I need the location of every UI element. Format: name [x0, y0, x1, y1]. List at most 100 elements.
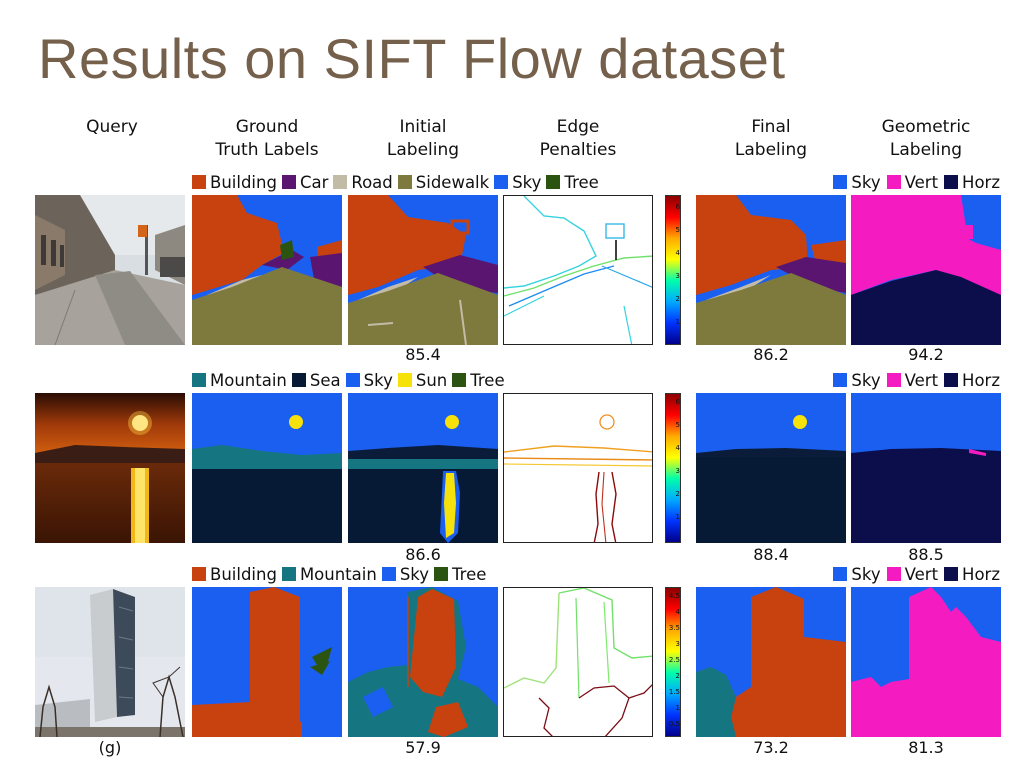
- column-header-ground-truth: Ground Truth Labels: [192, 116, 342, 162]
- column-header-final-line1: Final: [751, 117, 791, 137]
- row1-ground-truth-labels: [192, 195, 342, 345]
- row3-query-image: [35, 587, 185, 737]
- legend-label: Horz: [962, 564, 1000, 584]
- legend-swatch: [833, 567, 848, 581]
- legend-label: Road: [351, 172, 393, 192]
- legend-label: Sky: [363, 370, 393, 390]
- colorbar-tick: 2.5: [668, 656, 680, 664]
- legend-label: Sun: [415, 370, 448, 390]
- legend-label: Sky: [851, 370, 881, 390]
- column-header-edge: Edge Penalties: [503, 116, 653, 162]
- legend-item-sky: Sky: [345, 370, 393, 390]
- edge-penalty-map: [504, 588, 652, 736]
- row1-initial-score: 85.4: [405, 345, 441, 364]
- legend-swatch: [886, 373, 901, 387]
- initial-labeling-segmentation: [348, 587, 498, 737]
- row1-geometric-labeling: [851, 195, 1001, 345]
- legend-swatch: [192, 373, 206, 387]
- legend-label: Vert: [904, 370, 939, 390]
- legend-label: Sky: [851, 172, 881, 192]
- colorbar-tick: 1: [675, 704, 680, 712]
- colorbar-tick: 4: [675, 249, 680, 257]
- legend-label: Sky: [399, 564, 430, 584]
- legend-item-horz: Horz: [944, 565, 1000, 584]
- legend-item-sidewalk: Sidewalk: [397, 172, 490, 192]
- final-labeling-segmentation: [696, 195, 846, 345]
- column-header-final-line2: Labeling: [734, 140, 808, 160]
- legend-label: Mountain: [210, 370, 287, 390]
- row1-semantic-legend: Building Car Road Sidewalk Sky Tree: [192, 171, 604, 193]
- legend-swatch: [291, 373, 306, 387]
- colorbar-tick: 5: [675, 421, 680, 429]
- row3-initial-score: 57.9: [405, 738, 441, 757]
- legend-swatch: [452, 373, 467, 387]
- row2-initial-labeling: [348, 393, 498, 543]
- legend-label: Horz: [962, 370, 1000, 390]
- ground-truth-segmentation: [192, 393, 342, 543]
- legend-item-sky: Sky: [494, 173, 541, 192]
- legend-swatch: [833, 175, 848, 189]
- row1-geometric-legend: Sky Vert Horz: [827, 171, 1000, 193]
- row2-geometric-score: 88.5: [908, 545, 944, 564]
- initial-labeling-segmentation: [348, 195, 498, 345]
- edge-penalty-map: [504, 196, 652, 344]
- legend-swatch: [281, 567, 296, 581]
- legend-swatch: [192, 567, 206, 581]
- row2-final-score: 88.4: [753, 545, 789, 564]
- initial-labeling-segmentation: [348, 393, 498, 543]
- row3-geometric-legend: Sky Vert Horz: [827, 563, 1000, 585]
- skyscraper-photo-illustration: [35, 587, 185, 737]
- colorbar-tick: 2: [675, 295, 680, 303]
- row1-geometric-score: 94.2: [908, 345, 944, 364]
- legend-label: Mountain: [299, 564, 377, 584]
- column-header-final: Final Labeling: [696, 116, 846, 162]
- legend-swatch: [192, 175, 206, 189]
- legend-item-sun: Sun: [397, 370, 448, 390]
- colorbar-gradient: [666, 588, 680, 736]
- legend-item-sky: Sky: [381, 564, 430, 584]
- legend-item-horz: Horz: [944, 173, 1000, 192]
- colorbar-tick: 4.5: [668, 592, 680, 600]
- legend-item-sky: Sky: [833, 565, 881, 584]
- legend-item-mountain: Mountain: [192, 371, 287, 390]
- colorbar-tick: 3: [675, 272, 680, 280]
- legend-swatch: [944, 373, 959, 387]
- row1-final-score: 86.2: [753, 345, 789, 364]
- colorbar-tick: 4: [675, 608, 680, 616]
- legend-label: Building: [210, 564, 277, 584]
- legend-item-car: Car: [281, 173, 328, 192]
- legend-label: Tree: [470, 370, 505, 390]
- colorbar-tick: 4: [675, 444, 680, 452]
- geometric-labeling-segmentation: [851, 393, 1001, 543]
- legend-label: Building: [210, 172, 277, 192]
- row2-geometric-labeling: [851, 393, 1001, 543]
- column-header-query: Query: [37, 116, 187, 139]
- column-header-query-label: Query: [86, 117, 138, 137]
- legend-swatch: [944, 567, 959, 581]
- legend-label: Sky: [512, 172, 542, 192]
- legend-swatch: [397, 175, 412, 189]
- legend-swatch: [397, 373, 412, 387]
- row2-semantic-legend: Mountain Sea Sky Sun Tree: [192, 369, 510, 391]
- colorbar-tick: 2: [675, 490, 680, 498]
- column-header-geometric-line1: Geometric: [881, 117, 971, 137]
- colorbar-tick: 6: [675, 203, 680, 211]
- row3-initial-labeling: [348, 587, 498, 737]
- colorbar-tick: 1: [675, 318, 680, 326]
- ground-truth-segmentation: [192, 587, 342, 737]
- column-header-geometric-line2: Labeling: [889, 140, 963, 160]
- row2-query-image: [35, 393, 185, 543]
- legend-swatch: [833, 373, 848, 387]
- row3-geometric-score: 81.3: [908, 738, 944, 757]
- colorbar-tick: 1: [675, 513, 680, 521]
- geometric-labeling-segmentation: [851, 195, 1001, 345]
- legend-label: Sidewalk: [415, 172, 490, 192]
- row2-colorbar: 6 5 4 3 2 1: [665, 393, 681, 543]
- row3-ground-truth-labels: [192, 587, 342, 737]
- legend-item-horz: Horz: [944, 371, 1000, 390]
- colorbar-tick: 2: [675, 672, 680, 680]
- legend-swatch: [944, 175, 959, 189]
- legend-item-vert: Vert: [886, 565, 938, 584]
- column-header-ground-truth-line1: Ground: [235, 117, 299, 137]
- row2-final-labeling: [696, 393, 846, 543]
